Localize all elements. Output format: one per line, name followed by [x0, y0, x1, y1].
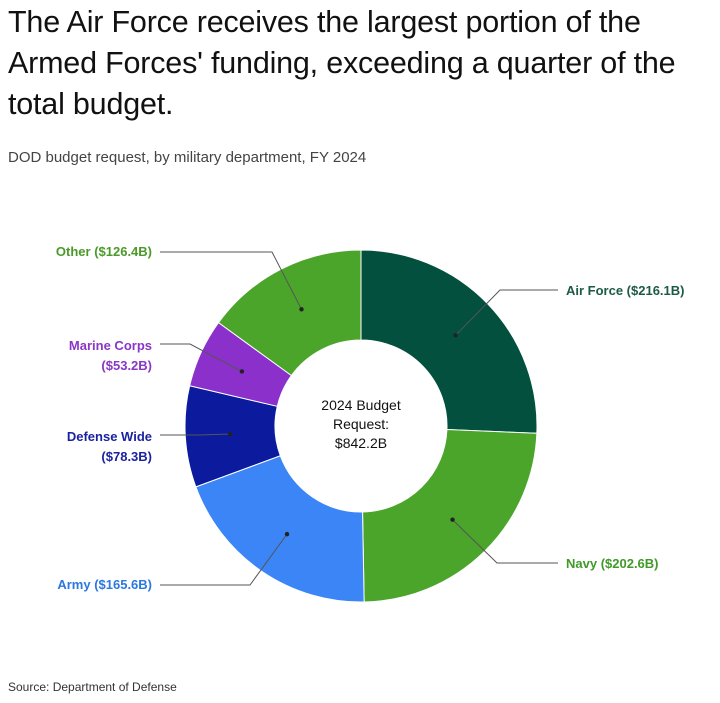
slice-label: ($78.3B) [101, 449, 152, 464]
leader-dot [228, 431, 233, 437]
slice-label: Navy ($202.6B) [566, 556, 659, 571]
slice-navy [362, 429, 538, 603]
center-label-line-2: Request: [333, 416, 389, 432]
center-label-line-1: 2024 Budget [321, 397, 401, 413]
leader-dot [284, 531, 290, 537]
leader-dot [453, 333, 458, 338]
leader-dot [239, 369, 245, 374]
slice-label: Army ($165.6B) [57, 577, 152, 592]
leader-line [160, 433, 231, 436]
slice-army [195, 455, 365, 603]
leader-line [452, 519, 558, 564]
chart-title: The Air Force receives the largest porti… [8, 5, 676, 121]
slice-label: ($53.2B) [101, 358, 152, 373]
leader-line [160, 251, 302, 310]
slice-label: Defense Wide [67, 429, 152, 444]
slice-label: Marine Corps [69, 338, 152, 353]
leader-line [160, 343, 243, 372]
slice-air-force [360, 249, 538, 434]
center-label-line-3: $842.2B [335, 435, 387, 451]
slice-label: Air Force ($216.1B) [566, 283, 685, 298]
leader-dot [299, 307, 304, 312]
slice-other [217, 249, 362, 377]
leader-line [160, 533, 288, 586]
leader-line [455, 289, 558, 336]
source-note: Source: Department of Defense [8, 680, 177, 694]
chart-subtitle: DOD budget request, by military departme… [8, 149, 367, 166]
leader-dot [450, 517, 455, 522]
slice-label: Other ($126.4B) [56, 244, 152, 259]
